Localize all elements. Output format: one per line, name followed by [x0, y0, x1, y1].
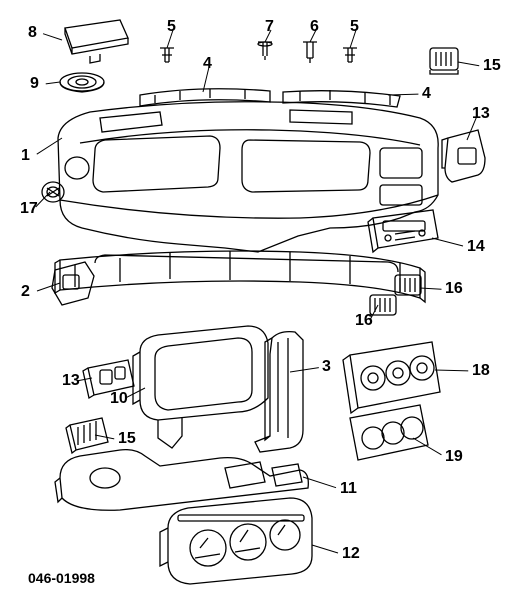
- part-1-dashboard: [58, 102, 438, 252]
- part-9: [60, 73, 104, 92]
- callout-3: 3: [322, 358, 331, 376]
- diagram-svg: [0, 0, 523, 600]
- part-3: [255, 332, 303, 452]
- part-13-right: [442, 130, 485, 182]
- part-5-right: [343, 48, 357, 62]
- callout-10: 10: [110, 390, 128, 408]
- part-18: [343, 342, 440, 413]
- callout-6: 6: [310, 18, 319, 36]
- callout-8: 8: [28, 24, 37, 42]
- part-15-bottom: [66, 418, 108, 453]
- callout-15: 15: [118, 430, 136, 448]
- part-4-left: [140, 89, 270, 106]
- part-4-right: [283, 90, 400, 107]
- callout-9: 9: [30, 75, 39, 93]
- callout-13: 13: [472, 105, 490, 123]
- part-19: [350, 405, 428, 460]
- callout-5: 5: [167, 18, 176, 36]
- callout-7: 7: [265, 18, 274, 36]
- callout-1: 1: [21, 147, 30, 165]
- part-11: [55, 450, 308, 511]
- callout-5: 5: [350, 18, 359, 36]
- callout-15: 15: [483, 57, 501, 75]
- callout-16: 16: [355, 312, 373, 330]
- callout-4: 4: [422, 85, 431, 103]
- part-15-top: [430, 48, 458, 74]
- callout-4: 4: [203, 55, 212, 73]
- callout-2: 2: [21, 283, 30, 301]
- callout-11: 11: [340, 480, 357, 498]
- part-17: [42, 182, 64, 202]
- callout-13: 13: [62, 372, 80, 390]
- callout-12: 12: [342, 545, 360, 563]
- leader-lines: [36, 30, 480, 553]
- callout-19: 19: [445, 448, 463, 466]
- part-10: [133, 326, 268, 448]
- callout-16: 16: [445, 280, 463, 298]
- part-12: [160, 498, 312, 584]
- part-number-label: 046-01998: [28, 570, 95, 586]
- part-7: [258, 42, 272, 60]
- callout-14: 14: [467, 238, 485, 256]
- part-crossbar: [55, 251, 425, 302]
- callout-18: 18: [472, 362, 490, 380]
- part-8: [65, 20, 128, 63]
- callout-17: 17: [20, 200, 38, 218]
- part-5-left: [160, 48, 174, 62]
- part-6: [303, 42, 317, 63]
